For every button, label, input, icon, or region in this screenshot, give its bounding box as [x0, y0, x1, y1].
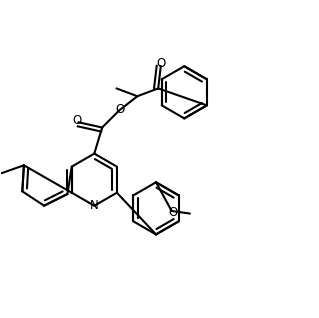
- Text: O: O: [168, 206, 177, 219]
- Text: N: N: [90, 199, 99, 212]
- Text: O: O: [156, 57, 166, 70]
- Text: O: O: [72, 114, 82, 127]
- Text: O: O: [116, 103, 125, 116]
